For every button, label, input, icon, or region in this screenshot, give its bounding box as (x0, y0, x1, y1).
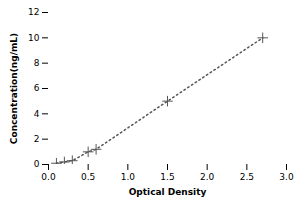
svg-text:2.0: 2.0 (200, 172, 215, 182)
svg-text:Concentration(ng/mL): Concentration(ng/mL) (9, 33, 19, 144)
svg-text:8: 8 (34, 58, 40, 68)
svg-text:1.5: 1.5 (160, 172, 174, 182)
svg-text:10: 10 (28, 33, 40, 43)
svg-text:6: 6 (34, 83, 40, 93)
svg-text:1.0: 1.0 (121, 172, 136, 182)
svg-text:2: 2 (34, 134, 40, 144)
svg-text:12: 12 (28, 7, 39, 17)
svg-text:2.5: 2.5 (240, 172, 254, 182)
svg-text:4: 4 (34, 109, 40, 119)
svg-text:0.0: 0.0 (41, 172, 56, 182)
svg-text:Optical Density: Optical Density (129, 187, 207, 197)
svg-text:0: 0 (34, 159, 40, 169)
svg-text:0.5: 0.5 (81, 172, 95, 182)
svg-text:3.0: 3.0 (279, 172, 294, 182)
